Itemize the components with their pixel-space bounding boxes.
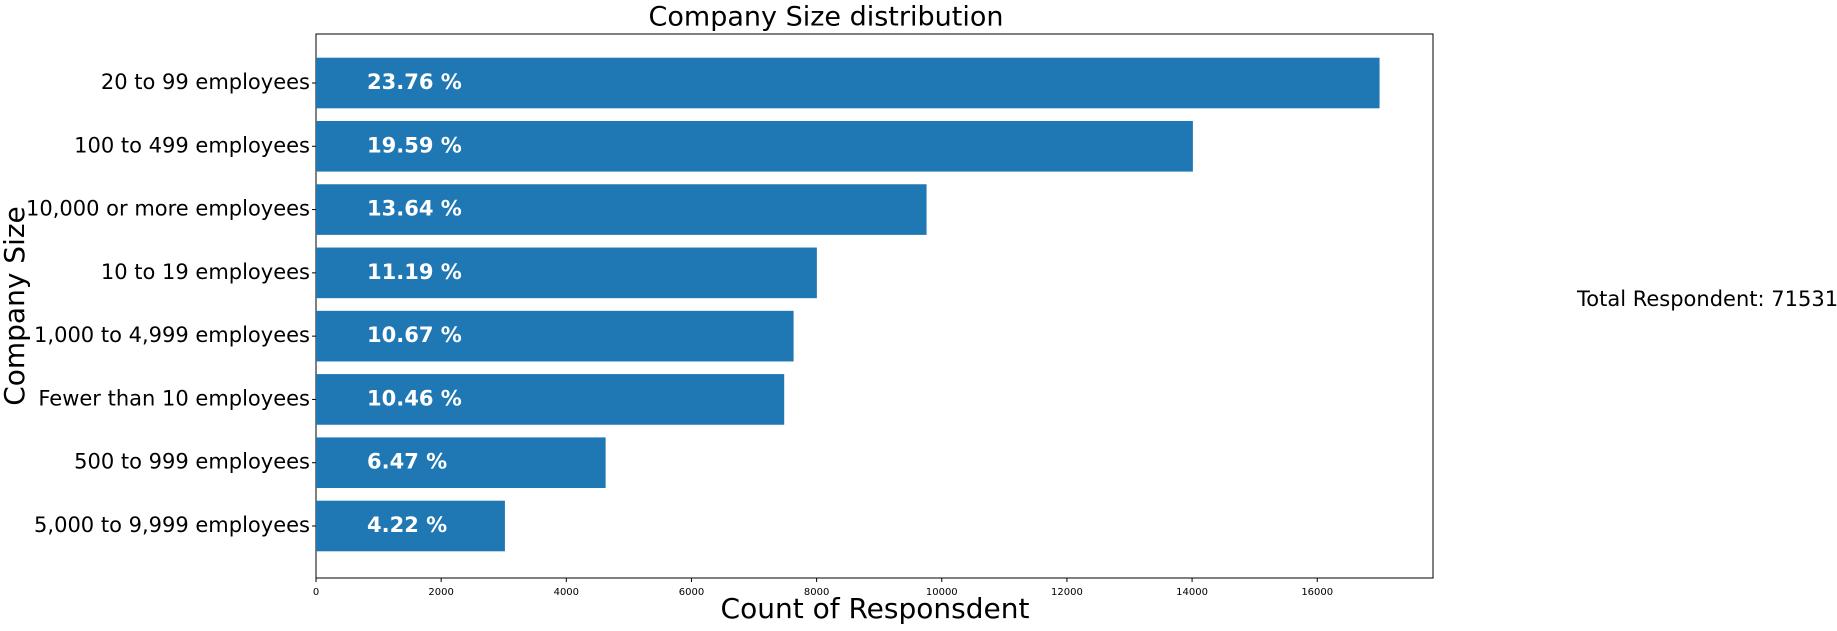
bar bbox=[316, 184, 927, 235]
x-axis-label: Count of Responsdent bbox=[721, 592, 1030, 625]
x-tick-label: 4000 bbox=[554, 587, 579, 598]
bar-label: 19.59 % bbox=[367, 133, 462, 157]
chart-title: Company Size distribution bbox=[649, 2, 1004, 33]
bar-label: 10.67 % bbox=[367, 323, 462, 347]
bar bbox=[316, 247, 817, 299]
y-tick-label: Fewer than 10 employees bbox=[38, 386, 310, 410]
bar-label: 6.47 % bbox=[367, 450, 447, 474]
bar bbox=[316, 310, 794, 362]
bar bbox=[316, 120, 1193, 172]
x-tick-label: 2000 bbox=[428, 587, 453, 598]
y-tick-label: 1,000 to 4,999 employees bbox=[34, 323, 310, 347]
y-tick-label: 10 to 19 employees bbox=[101, 260, 310, 284]
bar-label: 4.22 % bbox=[367, 513, 447, 537]
plot-frame bbox=[315, 33, 1434, 579]
x-tick-label: 12000 bbox=[1051, 587, 1083, 598]
y-axis-label: Company Size bbox=[0, 206, 31, 406]
x-tick-label: 0 bbox=[313, 587, 319, 598]
x-tick-label: 6000 bbox=[679, 587, 704, 598]
bar-label: 11.19 % bbox=[367, 260, 462, 284]
bar bbox=[316, 57, 1380, 109]
y-tick-label: 5,000 to 9,999 employees bbox=[34, 513, 310, 537]
y-tick-label: 20 to 99 employees bbox=[101, 70, 310, 94]
annotation: Total Respondent: 71531 bbox=[1576, 287, 1837, 311]
x-tick-label: 16000 bbox=[1301, 587, 1333, 598]
bar-label: 10.46 % bbox=[367, 386, 462, 410]
x-tick-label: 10000 bbox=[926, 587, 958, 598]
y-tick-label: 100 to 499 employees bbox=[74, 133, 310, 157]
x-tick-label: 8000 bbox=[804, 587, 829, 598]
bar bbox=[316, 374, 785, 425]
bar bbox=[316, 500, 505, 552]
bar bbox=[316, 437, 606, 489]
y-tick-label: 500 to 999 employees bbox=[74, 450, 310, 474]
bar-label: 13.64 % bbox=[367, 197, 462, 221]
x-tick-label: 14000 bbox=[1176, 587, 1208, 598]
y-tick-label: 10,000 or more employees bbox=[26, 197, 310, 221]
bar-label: 23.76 % bbox=[367, 70, 462, 94]
